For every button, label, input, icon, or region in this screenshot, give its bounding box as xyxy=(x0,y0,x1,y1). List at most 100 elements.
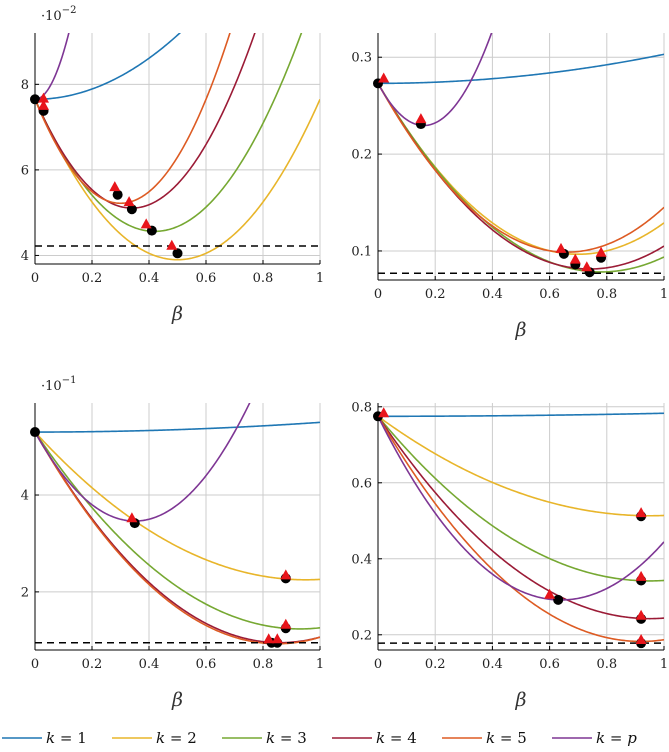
x-tick-label: 0.6 xyxy=(539,287,560,302)
y-tick-label: 0.2 xyxy=(351,628,372,643)
chart-panel-2: 0 0.2 0.4 0.6 0.8 1 0.1 0.2 0.3 β xyxy=(351,33,668,341)
x-tick-label: 0 xyxy=(374,287,382,302)
x-tick-label: 1 xyxy=(316,657,324,672)
y-tick-label: 0.1 xyxy=(351,244,372,259)
x-tick-label: 0.4 xyxy=(482,657,503,672)
black-point-marker xyxy=(172,248,183,259)
red-triangle-marker xyxy=(263,633,275,644)
x-tick-label: 0.2 xyxy=(82,271,103,286)
red-triangle-marker xyxy=(109,181,121,192)
legend-label-k-3: k = 3 xyxy=(266,729,307,747)
series-group xyxy=(35,33,320,261)
series-line-k-4 xyxy=(35,33,256,209)
chart-panel-4: 0 0.2 0.4 0.6 0.8 10.20.40.60.8β xyxy=(351,400,668,711)
red-triangle-marker xyxy=(635,570,647,581)
red-triangle-marker xyxy=(415,113,427,124)
x-axis-label: β xyxy=(171,303,183,325)
red-triangle-marker xyxy=(378,407,390,418)
x-tick-label: 0.6 xyxy=(196,657,217,672)
x-tick-label: 0.4 xyxy=(139,657,160,672)
series-line-k-2 xyxy=(378,82,664,256)
y-tick-label: 6 xyxy=(21,163,29,178)
x-tick-label: 0.6 xyxy=(196,271,217,286)
series-line-k-p xyxy=(378,415,664,601)
y-tick-label: 0.3 xyxy=(351,51,372,66)
series-line-k-3 xyxy=(378,415,664,582)
series-line-k-2 xyxy=(378,415,664,517)
red-triangle-marker xyxy=(126,512,138,523)
red-triangle-marker xyxy=(123,196,135,207)
red-triangle-marker xyxy=(280,618,292,629)
legend-label-k-5: k = 5 xyxy=(486,729,527,747)
x-axis-label: β xyxy=(171,689,183,711)
x-tick-label: 0.6 xyxy=(539,657,560,672)
black-point-marker xyxy=(112,189,123,200)
x-tick-label: 0.4 xyxy=(482,287,503,302)
y-tick-label: 4 xyxy=(21,489,29,504)
red-triangle-marker xyxy=(38,92,49,103)
red-triangle-marker xyxy=(569,253,581,264)
x-tick-label: 1 xyxy=(316,271,324,286)
x-tick-label: 0.8 xyxy=(596,657,617,672)
x-tick-label: 1 xyxy=(660,287,668,302)
series-line-k-2 xyxy=(35,431,320,581)
y-scale-factor: ·10−2 xyxy=(41,5,76,24)
black-point-marker xyxy=(30,94,40,105)
legend-label-k-p: k = p xyxy=(596,729,637,747)
series-line-k-5 xyxy=(35,431,320,645)
series-line-k-5 xyxy=(35,33,231,205)
series-line-k-2 xyxy=(35,98,320,261)
series-group xyxy=(378,33,664,273)
series-line-k-4 xyxy=(35,431,320,644)
series-line-k-1 xyxy=(378,412,664,418)
series-line-k-1 xyxy=(378,53,664,85)
red-triangle-marker xyxy=(378,72,390,83)
x-tick-label: 0.2 xyxy=(425,287,446,302)
red-triangle-marker xyxy=(166,239,178,250)
x-tick-label: 0 xyxy=(31,657,39,672)
series-line-k-p xyxy=(35,403,251,522)
legend: k = 1 k = 2 k = 3 k = 4 k = 5 k = p xyxy=(2,729,637,747)
chart-panel-3: 0 0.2 0.4 0.6 0.8 1 2 4 β ·10−1 xyxy=(21,375,324,711)
x-tick-label: 0.8 xyxy=(253,657,274,672)
y-tick-label: 2 xyxy=(21,585,29,600)
black-point-marker xyxy=(553,594,564,605)
red-triangle-marker xyxy=(581,261,593,272)
x-tick-label: 0 xyxy=(374,657,382,672)
series-line-k-1 xyxy=(35,421,320,433)
red-triangle-marker xyxy=(38,99,49,110)
legend-label-k-2: k = 2 xyxy=(156,729,197,747)
series-line-k-5 xyxy=(378,415,664,643)
y-tick-label: 4 xyxy=(21,249,29,264)
red-triangle-marker xyxy=(595,246,607,257)
y-tick-label: 8 xyxy=(21,78,29,93)
red-triangle-marker xyxy=(544,588,556,599)
black-point-marker xyxy=(30,427,40,438)
red-triangle-marker xyxy=(271,633,283,644)
x-tick-label: 0.2 xyxy=(425,657,446,672)
series-line-k-3 xyxy=(35,431,320,630)
legend-label-k-4: k = 4 xyxy=(376,729,417,747)
x-tick-label: 0 xyxy=(31,271,39,286)
series-line-k-3 xyxy=(378,82,664,273)
y-tick-label: 0.6 xyxy=(351,476,372,491)
x-tick-label: 0.8 xyxy=(596,287,617,302)
x-axis-label: β xyxy=(515,689,527,711)
red-triangle-marker xyxy=(635,634,647,644)
series-line-k-5 xyxy=(378,82,664,253)
series-line-k-4 xyxy=(378,415,664,620)
chart-panel-1: 0 0.2 0.4 0.6 0.8 1 4 6 8 β ·10−2 xyxy=(21,5,324,325)
y-tick-label: 0.8 xyxy=(351,400,372,415)
series-group xyxy=(35,403,320,645)
red-triangle-marker xyxy=(280,569,292,580)
y-scale-factor: ·10−1 xyxy=(41,375,76,394)
x-tick-label: 0.2 xyxy=(82,657,103,672)
x-axis-label: β xyxy=(515,319,527,341)
x-tick-label: 0.8 xyxy=(253,271,274,286)
y-tick-label: 0.2 xyxy=(351,148,372,163)
x-tick-label: 1 xyxy=(660,657,668,672)
x-tick-label: 0.4 xyxy=(139,271,160,286)
red-triangle-marker xyxy=(635,507,647,518)
black-point-marker xyxy=(126,204,137,215)
